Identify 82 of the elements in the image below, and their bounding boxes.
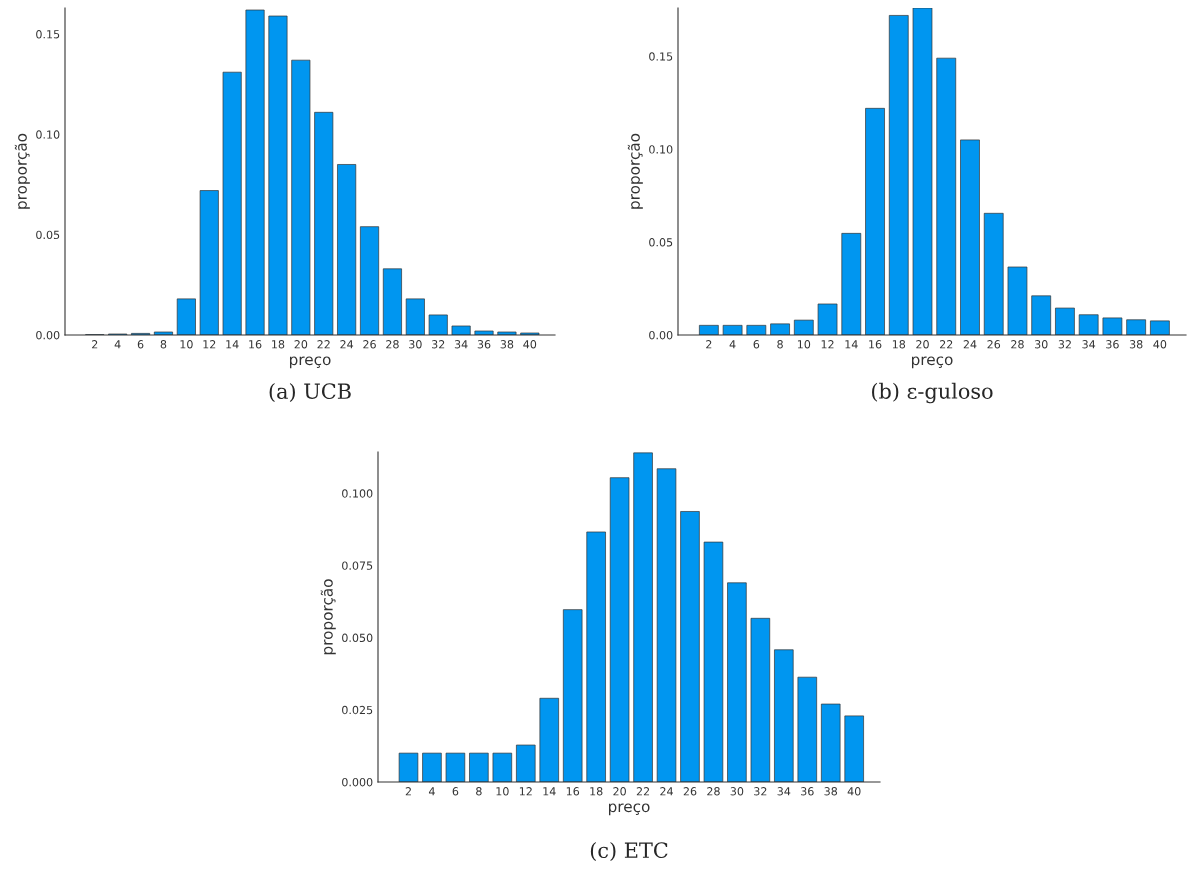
x-tick-label: 8 — [476, 787, 482, 796]
x-tick-label: 40 — [1153, 340, 1167, 349]
x-tick-label: 30 — [409, 340, 422, 349]
x-tick-label: 38 — [1129, 340, 1143, 349]
y-tick-label: 0.05 — [36, 230, 60, 240]
y-tick-label: 0.075 — [342, 561, 373, 570]
x-tick-label: 6 — [137, 340, 144, 349]
x-tick-label: 32 — [432, 340, 445, 349]
x-tick-label: 22 — [317, 340, 330, 349]
x-tick-label: 10 — [797, 340, 811, 349]
x-tick-label: 30 — [730, 787, 744, 796]
y-axis-title: proporção — [14, 133, 30, 209]
x-tick-label: 24 — [340, 340, 354, 349]
x-tick-label: 36 — [801, 787, 814, 796]
x-tick-label: 38 — [824, 787, 838, 796]
y-tick-label: 0.10 — [36, 130, 60, 139]
x-tick-label: 30 — [1034, 340, 1048, 349]
x-tick-label: 34 — [454, 340, 468, 349]
y-tick-label: 0.15 — [36, 30, 60, 39]
x-tick-label: 6 — [452, 787, 459, 796]
x-tick-label: 24 — [963, 340, 977, 349]
x-tick-label: 20 — [916, 340, 929, 349]
x-tick-label: 18 — [272, 340, 285, 349]
x-tick-label: 16 — [249, 340, 262, 349]
x-tick-label: 14 — [543, 787, 556, 796]
x-tick-label: 36 — [477, 340, 491, 349]
x-tick-label: 16 — [566, 787, 580, 796]
x-tick-label: 34 — [777, 787, 791, 796]
text: (b) ε-guloso — [872, 382, 993, 404]
x-tick-label: 36 — [1106, 340, 1119, 349]
x-tick-label: 22 — [636, 787, 650, 796]
y-tick-label: 0.05 — [649, 238, 673, 247]
x-tick-label: 28 — [707, 787, 720, 796]
x-axis-title: preço — [608, 803, 650, 816]
x-tick-label: 8 — [777, 340, 783, 349]
x-tick-label: 12 — [821, 340, 834, 349]
text: (c) ETC — [590, 841, 668, 861]
y-tick-label: 0.15 — [649, 52, 673, 61]
x-tick-label: 16 — [869, 340, 882, 349]
x-tick-label: 6 — [753, 340, 760, 349]
x-tick-label: 18 — [590, 787, 603, 796]
x-tick-label: 40 — [523, 340, 537, 349]
x-tick-label: 2 — [92, 340, 98, 349]
y-axis-title: proporção — [627, 133, 643, 209]
x-tick-label: 20 — [613, 787, 626, 796]
x-tick-label: 26 — [683, 787, 697, 796]
x-tick-label: 32 — [1058, 340, 1071, 349]
x-tick-label: 8 — [160, 340, 167, 349]
x-tick-label: 12 — [203, 340, 216, 349]
y-tick-label: 0.10 — [649, 145, 673, 154]
x-tick-label: 40 — [847, 787, 861, 796]
x-tick-label: 24 — [660, 787, 673, 796]
x-tick-label: 14 — [845, 340, 858, 349]
x-axis-title: preço — [911, 356, 953, 369]
x-tick-label: 4 — [729, 340, 736, 349]
x-tick-label: 12 — [519, 787, 532, 796]
x-tick-label: 28 — [1011, 340, 1024, 349]
x-tick-label: 4 — [114, 340, 121, 349]
x-tick-label: 18 — [892, 340, 906, 349]
x-tick-label: 2 — [706, 340, 712, 349]
x-tick-label: 34 — [1082, 340, 1096, 349]
y-tick-label: 0.050 — [342, 633, 373, 643]
x-tick-label: 2 — [405, 787, 411, 796]
x-tick-label: 26 — [363, 340, 376, 349]
y-tick-label: 0.000 — [342, 777, 373, 787]
x-tick-label: 22 — [939, 340, 953, 349]
x-tick-label: 10 — [180, 340, 193, 349]
y-tick-label: 0.00 — [36, 330, 60, 340]
x-tick-label: 26 — [987, 340, 1001, 349]
y-tick-label: 0.100 — [342, 489, 373, 498]
x-tick-label: 20 — [294, 340, 308, 349]
x-tick-label: 4 — [428, 787, 435, 796]
x-tick-label: 28 — [386, 340, 399, 349]
x-tick-label: 14 — [226, 340, 239, 349]
text: (a) UCB — [269, 382, 351, 402]
x-axis-title: preço — [289, 356, 331, 369]
x-tick-label: 32 — [754, 787, 767, 796]
y-tick-label: 0.00 — [649, 330, 673, 340]
y-axis-title: proporção — [320, 579, 336, 655]
x-tick-label: 38 — [500, 340, 514, 349]
y-tick-label: 0.025 — [342, 705, 373, 715]
x-tick-label: 10 — [496, 787, 509, 796]
